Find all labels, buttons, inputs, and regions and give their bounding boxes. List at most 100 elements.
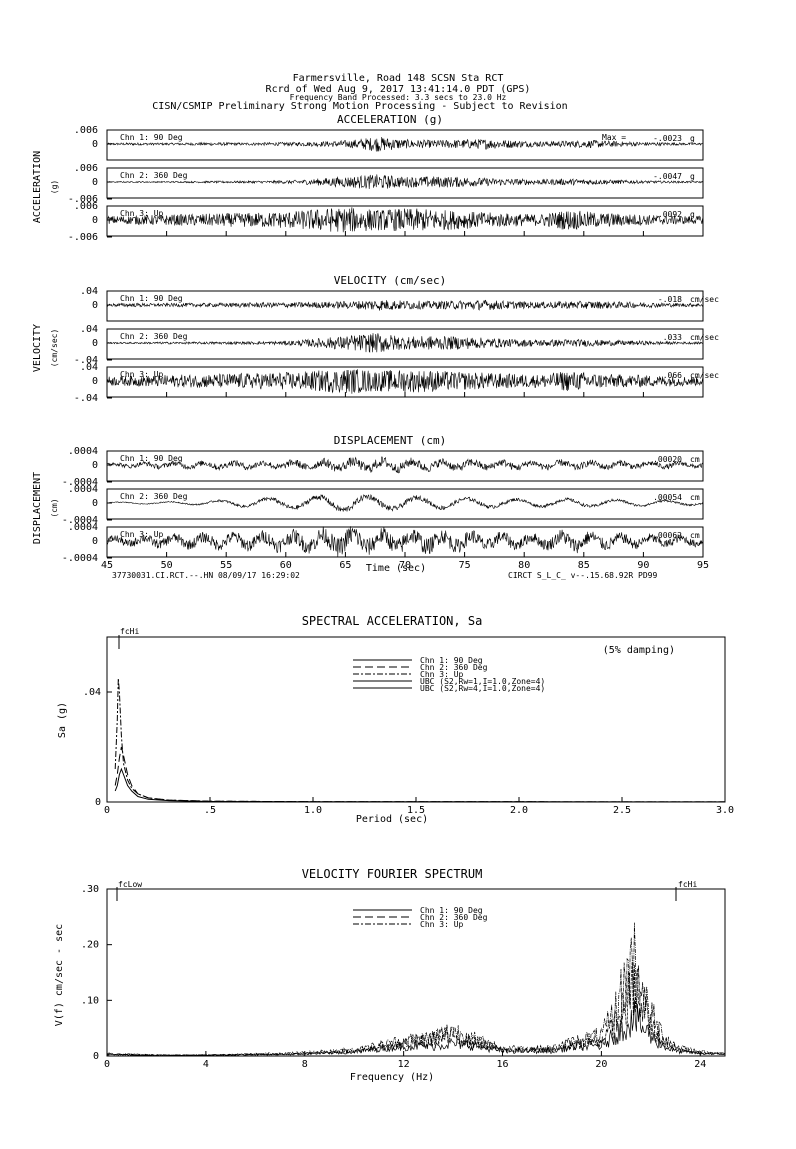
y-tick-label: .10 xyxy=(81,995,99,1006)
y-tick-label: -.0004 xyxy=(62,553,98,564)
x-tick-label: 45 xyxy=(101,560,113,571)
y-tick-label: 0 xyxy=(92,139,98,150)
damping-note: (5% damping) xyxy=(603,645,675,656)
series-line xyxy=(106,999,726,1057)
channel-max: -.0047 xyxy=(653,172,682,181)
series-line xyxy=(114,678,726,803)
x-tick-label: 20 xyxy=(595,1059,607,1070)
legend-entry: Chn 1: 90 Deg xyxy=(420,656,483,665)
channel-max: .0092 xyxy=(658,210,682,219)
y-tick-label: 0 xyxy=(92,177,98,188)
panel-title: VELOCITY (cm/sec) xyxy=(334,274,447,287)
series-line xyxy=(114,767,726,803)
panel-yunit: (g) xyxy=(50,180,59,194)
y-tick-label: .0004 xyxy=(68,446,98,457)
channel-max-unit: cm/sec xyxy=(690,295,719,304)
y-tick-label: 0 xyxy=(92,498,98,509)
y-tick-label: .04 xyxy=(80,324,98,335)
y-axis-label: V(f) cm/sec - sec xyxy=(54,924,65,1026)
panel-title: DISPLACEMENT (cm) xyxy=(334,434,447,447)
channel-max: -.0023 xyxy=(653,134,682,143)
fc-low-label: fcLow xyxy=(118,880,142,889)
max-label: Max = xyxy=(602,133,626,142)
x-axis-label: Time (sec) xyxy=(366,563,426,574)
plot-frame xyxy=(106,636,726,803)
y-axis-label: Sa (g) xyxy=(57,702,68,738)
y-tick-label: -.006 xyxy=(68,194,98,205)
panel-yunit: (cm) xyxy=(50,498,59,517)
channel-frame xyxy=(106,167,704,199)
y-tick-label: 0 xyxy=(95,797,101,808)
channel-max-unit: cm xyxy=(690,493,700,502)
x-tick-label: 24 xyxy=(694,1059,706,1070)
channel-max-unit: cm/sec xyxy=(690,333,719,342)
y-tick-label: -.04 xyxy=(74,355,98,366)
y-tick-label: 0 xyxy=(92,300,98,311)
x-tick-label: 75 xyxy=(459,560,471,571)
x-tick-label: 60 xyxy=(280,560,292,571)
legend-entry: Chn 3: Up xyxy=(420,920,464,929)
x-tick-label: 65 xyxy=(339,560,351,571)
channel-name: Chn 2: 360 Deg xyxy=(120,492,188,501)
channel-frame xyxy=(106,328,704,360)
legend-entry: Chn 1: 90 Deg xyxy=(420,906,483,915)
x-tick-label: 1.0 xyxy=(304,805,322,816)
plot-frame xyxy=(106,888,726,1057)
channel-name: Chn 2: 360 Deg xyxy=(120,171,188,180)
x-tick-label: 0 xyxy=(104,1059,110,1070)
footer-right: CIRCT S_L_C_ v--.15.68.92R PD99 xyxy=(508,571,657,580)
y-tick-label: -.006 xyxy=(68,232,98,243)
panel-yunit: (cm/sec) xyxy=(50,329,59,368)
channel-max: .00020 xyxy=(653,455,682,464)
x-tick-label: 1.5 xyxy=(407,805,425,816)
channel-name: Chn 3: Up xyxy=(120,530,164,539)
series-line xyxy=(114,746,726,803)
channel-max: .00054 xyxy=(653,493,682,502)
channel-max: .066 xyxy=(663,371,682,380)
panel-ylabel: ACCELERATION xyxy=(32,151,43,223)
y-tick-label: .04 xyxy=(83,687,101,698)
header-line-1: Farmersville, Road 148 SCSN Sta RCT xyxy=(293,73,504,84)
series-line xyxy=(106,959,725,1056)
x-tick-label: 3.0 xyxy=(716,805,734,816)
panel-ylabel: VELOCITY xyxy=(32,324,43,372)
header-line-2: Rcrd of Wed Aug 9, 2017 13:41:14.0 PDT (… xyxy=(266,84,531,95)
channel-max: -.00062 xyxy=(648,531,682,540)
series-line xyxy=(106,922,726,1056)
x-tick-label: 2.0 xyxy=(510,805,528,816)
header-line-3: Frequency Band Processed: 3.3 secs to 23… xyxy=(290,93,507,102)
channel-frame xyxy=(106,488,704,520)
x-tick-label: 90 xyxy=(637,560,649,571)
header-line-4: CISN/CSMIP Preliminary Strong Motion Pro… xyxy=(152,101,567,112)
y-tick-label: .04 xyxy=(80,362,98,373)
channel-max-unit: g xyxy=(690,134,695,143)
y-tick-label: 0 xyxy=(92,215,98,226)
y-tick-label: .04 xyxy=(80,286,98,297)
y-tick-label: 0 xyxy=(92,460,98,471)
channel-name: Chn 3: Up xyxy=(120,209,164,218)
y-tick-label: -.0004 xyxy=(62,515,98,526)
chart-title: SPECTRAL ACCELERATION, Sa xyxy=(302,614,483,628)
x-tick-label: 2.5 xyxy=(613,805,631,816)
x-tick-label: 80 xyxy=(518,560,530,571)
y-tick-label: 0 xyxy=(92,376,98,387)
x-tick-label: 12 xyxy=(398,1059,410,1070)
panel-ylabel: DISPLACEMENT xyxy=(32,472,43,544)
y-tick-label: -.04 xyxy=(74,393,98,404)
x-tick-label: 4 xyxy=(203,1059,209,1070)
waveform-trace xyxy=(106,207,704,233)
waveform-trace xyxy=(106,526,704,557)
channel-max-unit: g xyxy=(690,210,695,219)
legend-entry: Chn 2: 360 Deg xyxy=(420,913,488,922)
channel-max-unit: cm/sec xyxy=(690,371,719,380)
time-history-panels: ACCELERATION (g) ACCELERATION (g) .006 0 Chn … xyxy=(32,113,719,574)
y-tick-label: -.0004 xyxy=(62,477,98,488)
x-tick-label: 95 xyxy=(697,560,709,571)
channel-name: Chn 1: 90 Deg xyxy=(120,294,183,303)
legend-entry: UBC (S2,Rw=1,I=1.0,Zone=4) xyxy=(420,677,545,686)
chart-title: VELOCITY FOURIER SPECTRUM xyxy=(302,867,483,881)
channel-name: Chn 1: 90 Deg xyxy=(120,133,183,142)
spectral-acceleration-chart: SPECTRAL ACCELERATION, Sa fcHi (5% damping… xyxy=(57,614,734,825)
waveform-trace xyxy=(106,299,704,311)
